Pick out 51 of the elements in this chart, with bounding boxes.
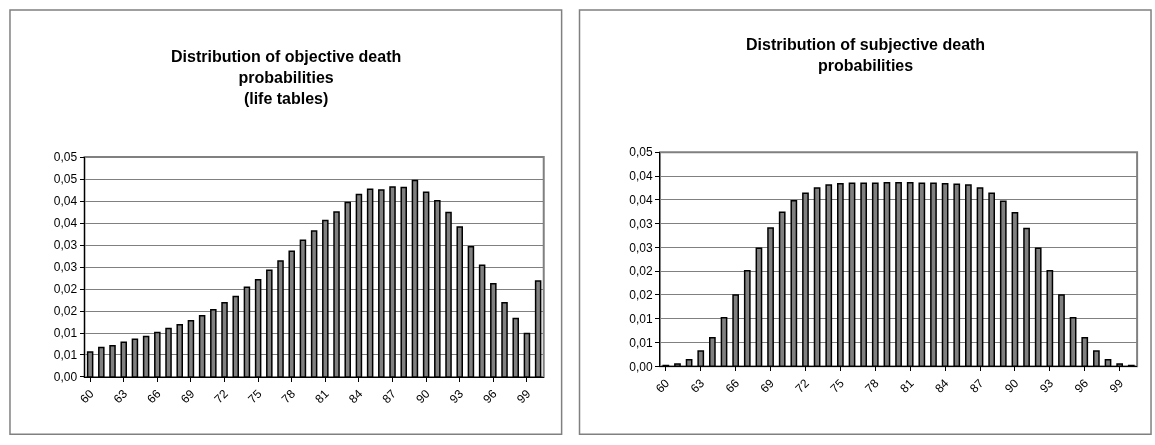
- y-tick-label: 0,03: [629, 240, 653, 255]
- y-tick-label: 0,04: [53, 216, 78, 231]
- x-tick-label: 78: [862, 375, 882, 396]
- x-tick-label: 60: [652, 375, 673, 396]
- x-tick-label: 99: [513, 386, 534, 407]
- x-tick-label: 93: [1036, 375, 1057, 396]
- chart-title: Distribution of objective death probabilities (life tables): [171, 48, 402, 107]
- y-tick-label: 0,02: [53, 282, 78, 297]
- x-tick-label: 96: [1071, 375, 1092, 396]
- x-tick-label: 63: [110, 386, 131, 407]
- x-tick-label: 75: [827, 375, 847, 396]
- y-tick-label: 0,01: [629, 335, 653, 350]
- x-tick-label: 66: [144, 386, 164, 407]
- x-tick-label: 84: [932, 375, 952, 396]
- y-tick-label: 0,03: [53, 260, 78, 275]
- y-tick-label: 0,05: [629, 145, 653, 160]
- x-tick-label: 84: [345, 386, 366, 407]
- x-tick-label: 78: [278, 386, 299, 407]
- y-tick-label: 0,02: [629, 288, 653, 303]
- y-tick-label: 0,01: [53, 348, 78, 363]
- y-tick-label: 0,05: [53, 172, 78, 187]
- y-tick-label: 0,04: [629, 169, 653, 184]
- y-tick-label: 0,03: [53, 238, 78, 253]
- y-tick-label: 0,01: [629, 311, 653, 326]
- x-tick-label: 60: [77, 386, 97, 407]
- y-tick-label: 0,02: [53, 304, 78, 319]
- chart-title: Distribution of subjective death probabilities: [746, 36, 986, 74]
- x-tick-label: 63: [687, 375, 708, 396]
- x-tick-label: 72: [792, 375, 813, 396]
- x-tick-label: 90: [413, 386, 433, 407]
- x-tick-label: 66: [722, 375, 743, 396]
- x-tick-label: 87: [379, 386, 400, 407]
- y-tick-label: 0,05: [53, 150, 78, 165]
- y-tick-label: 0,01: [53, 326, 78, 341]
- x-tick-label: 81: [312, 386, 332, 407]
- x-tick-label: 99: [1106, 375, 1127, 396]
- x-tick-label: 72: [211, 386, 232, 407]
- x-tick-label: 93: [446, 386, 467, 407]
- x-tick-label: 75: [245, 386, 265, 407]
- x-tick-label: 87: [967, 375, 987, 396]
- y-tick-label: 0,04: [629, 193, 653, 208]
- y-tick-label: 0,03: [629, 216, 653, 231]
- y-tick-label: 0,02: [629, 264, 653, 279]
- x-tick-label: 69: [177, 386, 198, 407]
- x-tick-label: 69: [757, 375, 778, 396]
- x-tick-label: 96: [480, 386, 500, 407]
- x-tick-label: 90: [1001, 375, 1022, 396]
- y-tick-label: 0,04: [53, 194, 78, 209]
- y-tick-label: 0,00: [629, 359, 653, 374]
- y-tick-label: 0,00: [53, 370, 78, 385]
- x-tick-label: 81: [897, 375, 917, 396]
